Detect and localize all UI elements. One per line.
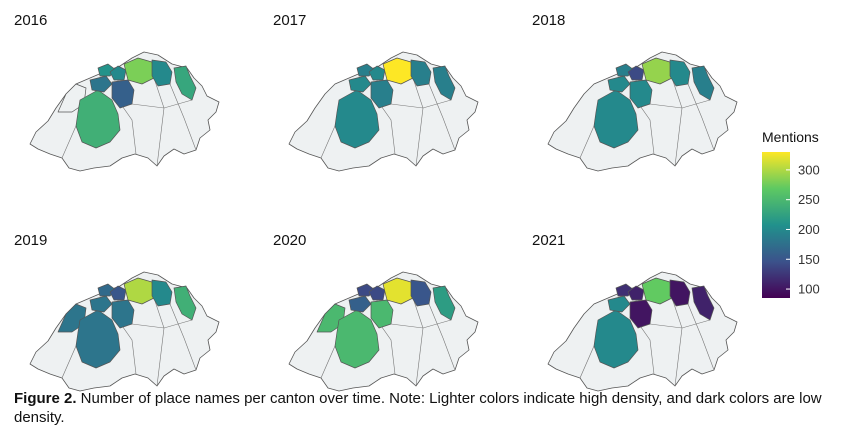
map-panel-2017: 2017: [273, 12, 479, 172]
canton-ZH: [151, 59, 173, 87]
canton-border: [649, 319, 711, 329]
canton-border: [687, 303, 715, 371]
canton-border: [579, 125, 595, 159]
map-panel-2020: 2020: [273, 232, 479, 392]
canton-border: [428, 303, 456, 371]
country-outline: [547, 271, 738, 392]
canton-TG: [691, 285, 715, 321]
canton-BE: [75, 309, 121, 369]
canton-SO: [607, 295, 631, 313]
legend-ticks: 100 150 200 250 300: [786, 162, 820, 297]
canton-ZH: [410, 59, 432, 87]
panel-title: 2019: [14, 232, 47, 249]
country-outline: [547, 51, 738, 172]
caption-label: Figure 2.: [14, 390, 77, 407]
canton-SO: [348, 75, 372, 93]
legend-tick-label: 300: [798, 162, 820, 177]
color-legend: Mentions 100 150 200 250 300: [762, 129, 820, 298]
canton-TG: [432, 65, 456, 101]
map-panel-2021: 2021: [532, 232, 738, 392]
canton-border: [687, 83, 715, 151]
legend-tick-label: 250: [798, 192, 820, 207]
canton-BE: [593, 309, 639, 369]
canton-border: [131, 99, 193, 109]
canton-border: [169, 83, 197, 151]
legend-tick-label: 150: [798, 252, 820, 267]
canton-AG: [382, 277, 414, 305]
canton-TG: [173, 285, 197, 321]
map-panel-2019: 2019: [14, 232, 220, 392]
canton-AG: [641, 57, 673, 85]
panel-title: 2018: [532, 12, 565, 29]
canton-SO: [89, 295, 113, 313]
canton-BL: [627, 65, 645, 81]
canton-border: [579, 345, 595, 379]
canton-ZH: [151, 279, 173, 307]
map-panel-2018: 2018: [532, 12, 738, 172]
canton-ZH: [669, 279, 691, 307]
country-outline: [288, 51, 479, 172]
canton-border: [390, 99, 452, 109]
caption-text: Number of place names per canton over ti…: [14, 390, 822, 426]
canton-border: [320, 125, 336, 159]
canton-TG: [173, 65, 197, 101]
canton-AG: [382, 57, 414, 85]
canton-BL: [368, 285, 386, 301]
canton-SO: [89, 75, 113, 93]
canton-ZH: [669, 59, 691, 87]
canton-ZH: [410, 279, 432, 307]
legend-tick-label: 200: [798, 222, 820, 237]
canton-BE: [593, 89, 639, 149]
canton-BE: [75, 89, 121, 149]
canton-BE: [334, 309, 380, 369]
canton-BL: [109, 65, 127, 81]
canton-TG: [432, 285, 456, 321]
canton-border: [649, 99, 711, 109]
canton-BL: [368, 65, 386, 81]
figure-caption: Figure 2. Number of place names per cant…: [14, 389, 842, 427]
canton-AG: [123, 277, 155, 305]
canton-border: [61, 345, 77, 379]
country-outline: [29, 271, 220, 392]
map-panel-2016: 2016: [14, 12, 220, 172]
canton-border: [169, 303, 197, 371]
canton-TG: [691, 65, 715, 101]
canton-AG: [641, 277, 673, 305]
canton-border: [61, 125, 77, 159]
canton-border: [428, 83, 456, 151]
canton-SO: [607, 75, 631, 93]
panel-title: 2021: [532, 232, 565, 249]
map-panels: 2016 2017 2018 2019 2020 2021: [14, 12, 738, 392]
canton-border: [320, 345, 336, 379]
canton-AG: [123, 57, 155, 85]
canton-border: [131, 319, 193, 329]
legend-title: Mentions: [762, 129, 819, 145]
panel-title: 2017: [273, 12, 306, 29]
canton-border: [390, 319, 452, 329]
legend-tick-label: 100: [798, 282, 820, 297]
canton-BE: [334, 89, 380, 149]
canton-BL: [627, 285, 645, 301]
panel-title: 2020: [273, 232, 306, 249]
country-outline: [29, 51, 220, 172]
panel-title: 2016: [14, 12, 47, 29]
legend-colorbar: [762, 152, 790, 298]
canton-SO: [348, 295, 372, 313]
canton-BL: [109, 285, 127, 301]
country-outline: [288, 271, 479, 392]
